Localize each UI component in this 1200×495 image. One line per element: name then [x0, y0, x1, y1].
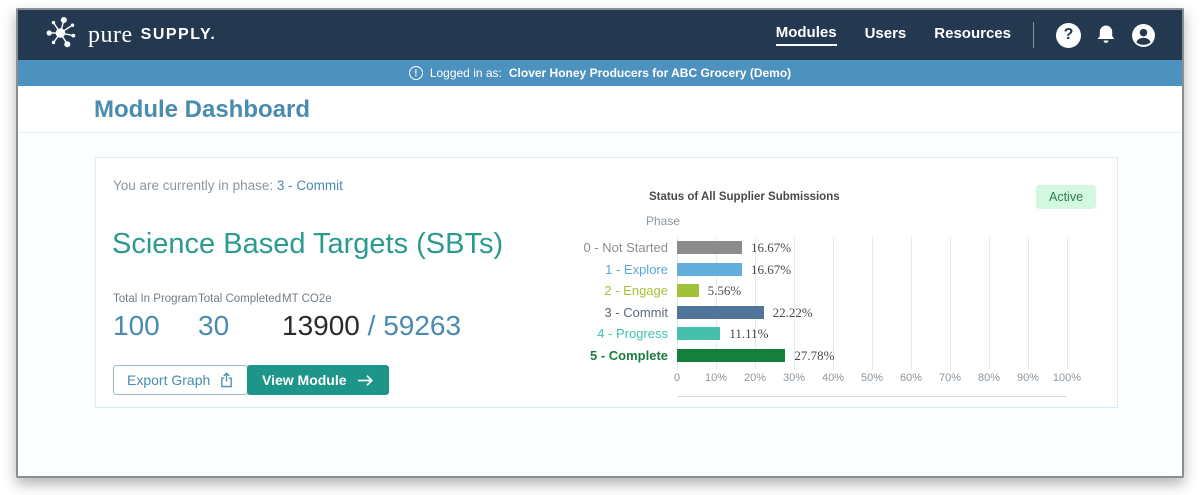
stat-label-total-completed: Total Completed: [198, 293, 282, 305]
module-title: Science Based Targets (SBTs): [112, 228, 504, 260]
page-title: Module Dashboard: [94, 96, 311, 123]
chart-bar-value-label: 11.11%: [729, 326, 769, 341]
bell-icon[interactable]: [1094, 23, 1118, 47]
chart-gridline: [1067, 237, 1068, 370]
x-axis-tick-label: 90%: [1016, 372, 1040, 384]
chart-bar-row: 11.11%: [677, 323, 1067, 345]
chart-category-label: 4 - Progress: [597, 326, 668, 341]
chart-bar-row: 22.22%: [677, 302, 1067, 324]
stat-value-mt-co2e: 13900 / 59263: [282, 310, 461, 342]
chart-bar: [677, 305, 764, 319]
nav-item-users[interactable]: Users: [864, 25, 907, 42]
banner-account-name: Clover Honey Producers for ABC Grocery (…: [508, 66, 792, 80]
chart-bar: [677, 348, 786, 362]
stat-value-total-in-program: 100: [113, 310, 160, 341]
page-header: Module Dashboard: [18, 86, 1182, 133]
chart-bar: [677, 284, 699, 297]
logo-text-pure: pure: [88, 21, 133, 48]
chart-bar: [677, 327, 721, 340]
stat-value-total-completed: 30: [198, 310, 230, 341]
molecule-logo-icon: [44, 14, 82, 57]
chart-category-labels: 0 - Not Started 1 - Explore 2 - Engage 3 - …: [528, 237, 668, 366]
x-axis-tick-label: 70%: [938, 372, 962, 384]
chart-gridline: [872, 237, 873, 370]
logo-text-supply: SUPPLY.: [140, 26, 217, 43]
chart-baseline: [677, 396, 1067, 397]
x-axis-tick-label: 10%: [704, 372, 728, 384]
export-graph-label: Export Graph: [127, 372, 211, 388]
chart-bar-value-label: 27.78%: [794, 347, 835, 363]
nav-icons: ?: [1056, 22, 1156, 48]
chart-gridline: [950, 237, 951, 370]
chart-category-label: 2 - Engage: [604, 283, 668, 298]
phase-value: 3 - Commit: [276, 178, 343, 193]
nav-item-resources[interactable]: Resources: [934, 25, 1011, 42]
account-icon[interactable]: [1131, 23, 1156, 48]
chart-bar-row: 27.78%: [677, 345, 1067, 367]
x-axis-tick-label: 50%: [860, 372, 884, 384]
chart-x-axis: 0 10% 20% 30% 40% 50% 60% 70% 80% 90% 100%: [673, 372, 1081, 386]
x-axis-tick-label: 30%: [782, 372, 806, 384]
phase-prefix: You are currently in phase:: [113, 178, 274, 193]
co2e-total: 59263: [383, 310, 462, 341]
chart-category-label: 5 - Complete: [589, 347, 668, 363]
chart-gridline: [677, 237, 678, 370]
chart-title: Status of All Supplier Submissions: [649, 191, 840, 203]
export-graph-button[interactable]: Export Graph: [113, 365, 249, 395]
chart-bar-value-label: 16.67%: [751, 261, 792, 277]
nav-divider: [1033, 22, 1034, 48]
chart-gridline: [989, 237, 990, 370]
chart-bar-row: 16.67%: [677, 259, 1067, 281]
nav-item-modules[interactable]: Modules: [775, 24, 837, 46]
banner-prefix: Logged in as:: [429, 66, 502, 80]
chart-category-label: 0 - Not Started: [583, 240, 668, 255]
chart-bar-value-label: 16.67%: [751, 240, 792, 255]
x-axis-tick-label: 100%: [1052, 372, 1082, 384]
chart-gridline: [1028, 237, 1029, 370]
view-module-button[interactable]: View Module: [247, 365, 389, 395]
share-icon: [219, 372, 234, 388]
chart-gridline: [794, 237, 795, 370]
current-phase-line: You are currently in phase: 3 - Commit: [113, 178, 343, 193]
logo[interactable]: pure SUPPLY.: [44, 14, 216, 57]
chart-ylabel: Phase: [646, 214, 681, 228]
x-axis-tick-label: 40%: [821, 372, 845, 384]
view-module-label: View Module: [262, 372, 347, 388]
chart-gridline: [755, 237, 756, 370]
chart-plot: 16.67% 16.67% 5.56% 22.22% 11.11% 27.78%: [677, 237, 1068, 370]
arrow-right-icon: [357, 374, 374, 387]
co2e-separator: /: [359, 310, 384, 341]
nav-links: Modules Users Resources: [775, 24, 1011, 46]
chart-bar-value-label: 5.56%: [707, 283, 742, 298]
module-card: You are currently in phase: 3 - Commit S…: [95, 157, 1118, 408]
chart-category-label: 1 - Explore: [605, 261, 668, 277]
co2e-current: 13900: [282, 310, 360, 341]
x-axis-tick-label: 20%: [743, 372, 767, 384]
x-axis-tick-label: 60%: [899, 372, 923, 384]
info-icon: !: [408, 66, 423, 80]
help-icon[interactable]: ?: [1056, 22, 1081, 48]
stat-label-total-in-program: Total In Program: [113, 293, 198, 305]
app-window: pure SUPPLY. Modules Users Resources ?: [16, 8, 1184, 478]
stat-label-mt-co2e: MT CO2e: [282, 293, 332, 305]
chart-gridline: [833, 237, 834, 370]
chart-category-label: 3 - Commit: [604, 304, 668, 320]
chart-bar-value-label: 22.22%: [772, 304, 813, 320]
chart-gridline: [716, 237, 717, 370]
logged-in-banner: ! Logged in as: Clover Honey Producers f…: [18, 60, 1182, 86]
chart-gridline: [911, 237, 912, 370]
chart-bar: [677, 262, 742, 276]
top-navbar: pure SUPPLY. Modules Users Resources ?: [18, 10, 1182, 60]
x-axis-tick-label: 80%: [977, 372, 1001, 384]
x-axis-tick-label: 0: [673, 372, 681, 384]
chart-bar-row: 5.56%: [677, 280, 1067, 302]
chart-bar-row: 16.67%: [677, 237, 1067, 259]
status-badge: Active: [1036, 185, 1097, 209]
chart-bar: [677, 241, 742, 254]
